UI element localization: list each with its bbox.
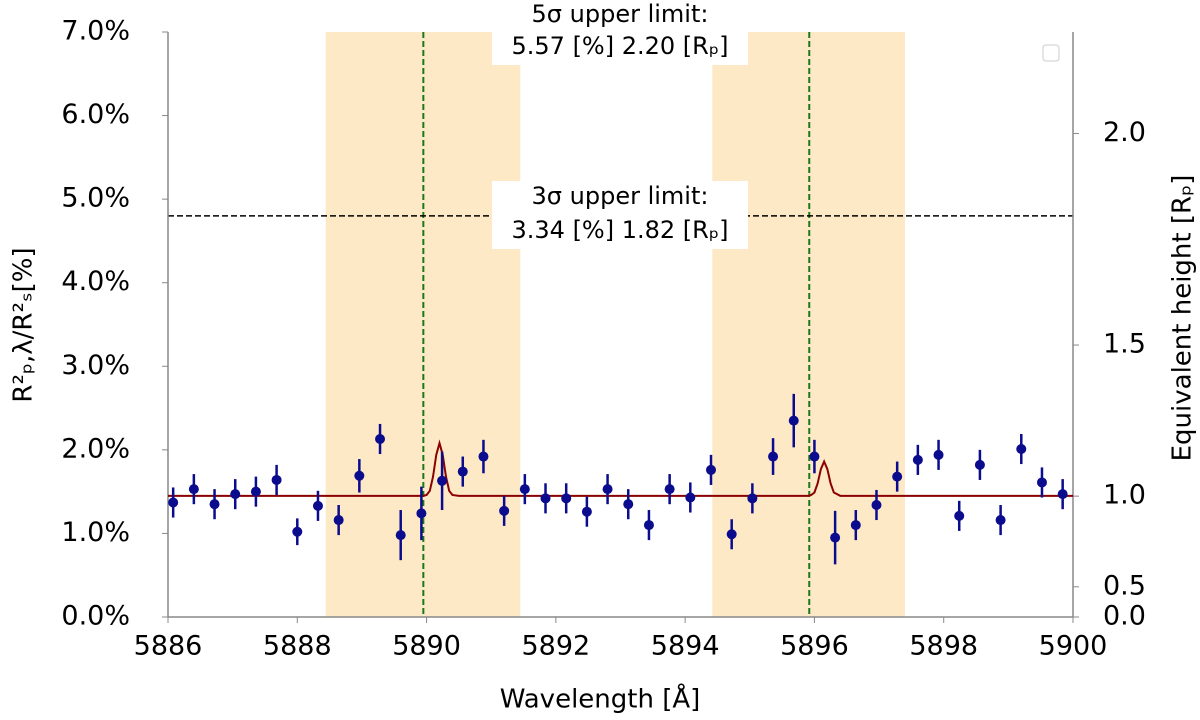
x-tick-label: 5890	[392, 631, 461, 662]
data-point	[581, 506, 592, 517]
data-point	[561, 493, 572, 504]
y-tick-label: 2.0%	[61, 433, 130, 464]
data-point	[499, 505, 510, 516]
y2-tick-label: 0.0	[1103, 601, 1146, 632]
data-point	[1036, 477, 1047, 488]
data-point	[788, 415, 799, 426]
data-point	[706, 464, 716, 475]
y-axis-label: R²ₚ,λ/R²ₛ[%]	[9, 247, 39, 402]
data-point	[623, 499, 634, 510]
data-point	[685, 492, 696, 503]
data-point	[912, 454, 923, 465]
data-point	[726, 529, 737, 540]
x-tick-label: 5900	[1039, 631, 1108, 662]
data-point	[809, 451, 820, 462]
data-point	[416, 508, 427, 519]
data-point	[1016, 444, 1027, 455]
data-point	[519, 484, 530, 495]
data-point	[540, 493, 551, 504]
y2-tick-label: 1.5	[1103, 329, 1146, 360]
data-point	[333, 515, 344, 526]
data-point	[168, 497, 179, 508]
data-point	[995, 515, 1006, 526]
annotation: 3.34 [%] 1.82 [Rₚ]	[512, 216, 729, 244]
data-point	[375, 433, 386, 444]
y-tick-label: 0.0%	[61, 601, 130, 632]
y-tick-label: 5.0%	[61, 183, 130, 214]
annotation: 5.57 [%] 2.20 [Rₚ]	[512, 32, 729, 60]
y-tick-label: 3.0%	[61, 350, 130, 381]
annotation: 3σ upper limit:	[532, 182, 709, 210]
x-tick-label: 5896	[780, 631, 849, 662]
data-point	[188, 484, 199, 495]
x-tick-label: 5892	[521, 631, 590, 662]
data-point	[457, 466, 468, 477]
y-tick-label: 6.0%	[61, 99, 130, 130]
data-point	[850, 520, 861, 531]
data-point	[768, 451, 779, 462]
data-point	[643, 520, 654, 531]
annotation-box	[492, 181, 748, 249]
data-point	[354, 470, 365, 481]
data-point	[871, 500, 882, 511]
data-point	[250, 486, 261, 497]
data-point	[974, 459, 985, 470]
data-point	[312, 500, 323, 511]
data-point	[478, 451, 489, 462]
legend	[1042, 44, 1060, 62]
data-point	[395, 530, 406, 541]
data-point	[602, 484, 613, 495]
data-point	[437, 475, 448, 486]
data-point	[933, 449, 944, 460]
data-point	[747, 493, 758, 504]
data-point	[830, 532, 841, 543]
data-point	[1057, 489, 1068, 500]
x-tick-label: 5886	[134, 631, 203, 662]
x-axis-label: Wavelength [Å]	[500, 683, 701, 715]
x-tick-label: 5888	[263, 631, 332, 662]
model-line	[168, 439, 1073, 497]
y-tick-label: 7.0%	[61, 16, 130, 47]
data-point	[209, 499, 220, 510]
annotation-box	[492, 0, 748, 65]
y2-axis-label: Equivalent height [Rₚ]	[1168, 175, 1198, 462]
y2-tick-label: 0.5	[1103, 570, 1146, 601]
data-point	[954, 510, 965, 521]
data-point	[292, 526, 303, 537]
data-point	[230, 489, 241, 500]
data-point	[892, 471, 903, 482]
y2-tick-label: 2.0	[1103, 117, 1146, 148]
annotation: 5σ upper limit:	[532, 0, 709, 28]
x-tick-label: 5898	[909, 631, 978, 662]
y-tick-label: 4.0%	[61, 266, 130, 297]
y-tick-label: 1.0%	[61, 517, 130, 548]
data-point	[271, 474, 282, 485]
x-tick-label: 5894	[651, 631, 720, 662]
y2-tick-label: 1.0	[1103, 480, 1146, 511]
data-point	[664, 484, 675, 495]
